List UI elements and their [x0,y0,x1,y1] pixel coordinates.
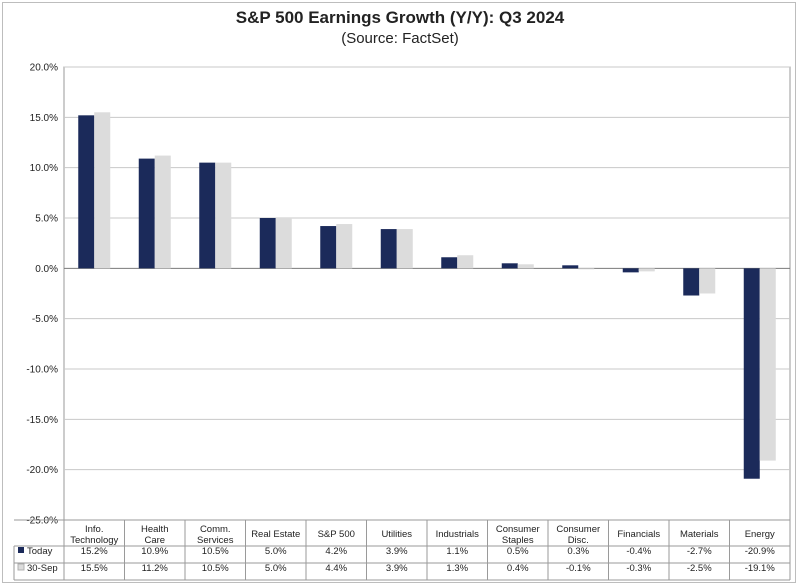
y-tick-label: -20.0% [26,465,58,476]
chart-subtitle: (Source: FactSet) [341,30,459,47]
category-label: Consumer [556,524,600,535]
data-label: 0.4% [507,563,529,574]
legend-swatch-30-sep [17,563,25,571]
y-tick-label: 0.0% [35,264,58,275]
category-label: Materials [680,529,719,540]
bar-today [320,226,337,269]
data-label: 5.0% [265,563,287,574]
data-label: 4.4% [325,563,347,574]
category-label: Energy [745,529,775,540]
bar-today [138,158,155,269]
bar-30-sep [578,268,595,270]
bar-30-sep [154,155,171,269]
data-label: 1.3% [446,563,468,574]
bar-30-sep [215,162,232,269]
bar-today [501,263,518,269]
data-label: 4.2% [325,546,347,557]
y-tick-label: 15.0% [30,113,58,124]
bar-30-sep [396,229,413,269]
category-label: Info. [85,524,104,535]
data-label: 1.1% [446,546,468,557]
data-label: 5.0% [265,546,287,557]
data-label: -20.9% [745,546,776,557]
plot-area [63,66,791,521]
bar-today [199,162,216,269]
data-label: 0.5% [507,546,529,557]
y-tick-label: -25.0% [26,516,58,527]
bar-30-sep [517,264,534,269]
data-label: 3.9% [386,546,408,557]
data-label: -0.1% [566,563,591,574]
y-tick-label: 5.0% [35,214,58,225]
bar-30-sep [699,268,716,294]
category-label: Staples [502,535,534,546]
bar-30-sep [94,112,111,269]
category-label: Real Estate [251,529,300,540]
data-label: 11.2% [142,563,169,574]
data-label: 10.5% [202,546,229,557]
y-tick-label: -15.0% [26,415,58,426]
legend-swatch-today [18,547,24,553]
bar-30-sep [638,268,655,272]
data-label: -19.1% [745,563,776,574]
y-tick-label: 20.0% [30,63,58,74]
bar-30-sep [457,255,474,269]
data-label: 3.9% [386,563,408,574]
legend-label: Today [27,546,53,557]
data-label: -0.4% [626,546,651,557]
data-label: -2.7% [687,546,712,557]
category-label: Comm. [200,524,231,535]
data-label: 10.5% [202,563,229,574]
category-label: Health [141,524,168,535]
category-label: Technology [70,535,118,546]
data-label: 0.3% [567,546,589,557]
category-label: Financials [617,529,660,540]
legend-label: 30-Sep [27,563,58,574]
bar-30-sep [759,268,776,461]
category-label: S&P 500 [318,529,355,540]
category-label: Care [144,535,165,546]
bar-today [78,115,95,269]
y-tick-label: -5.0% [32,314,58,325]
data-label: 15.5% [81,563,108,574]
data-label: -2.5% [687,563,712,574]
category-label: Utilities [381,529,412,540]
chart-title: S&P 500 Earnings Growth (Y/Y): Q3 2024 [235,8,565,27]
y-tick-label: 10.0% [30,163,58,174]
category-label: Services [197,535,234,546]
bar-30-sep [275,218,292,269]
category-label: Disc. [568,535,589,546]
bar-today [562,265,579,269]
data-label: 15.2% [81,546,108,557]
bar-today [683,268,700,296]
data-label: 10.9% [141,546,168,557]
bar-today [743,268,760,479]
bar-today [622,268,639,273]
y-tick-label: -10.0% [26,365,58,376]
category-label: Consumer [496,524,540,535]
bar-30-sep [336,224,353,269]
bar-today [259,218,276,269]
bar-today [380,229,397,269]
category-label: Industrials [436,529,480,540]
bar-today [441,257,458,269]
data-label: -0.3% [626,563,651,574]
